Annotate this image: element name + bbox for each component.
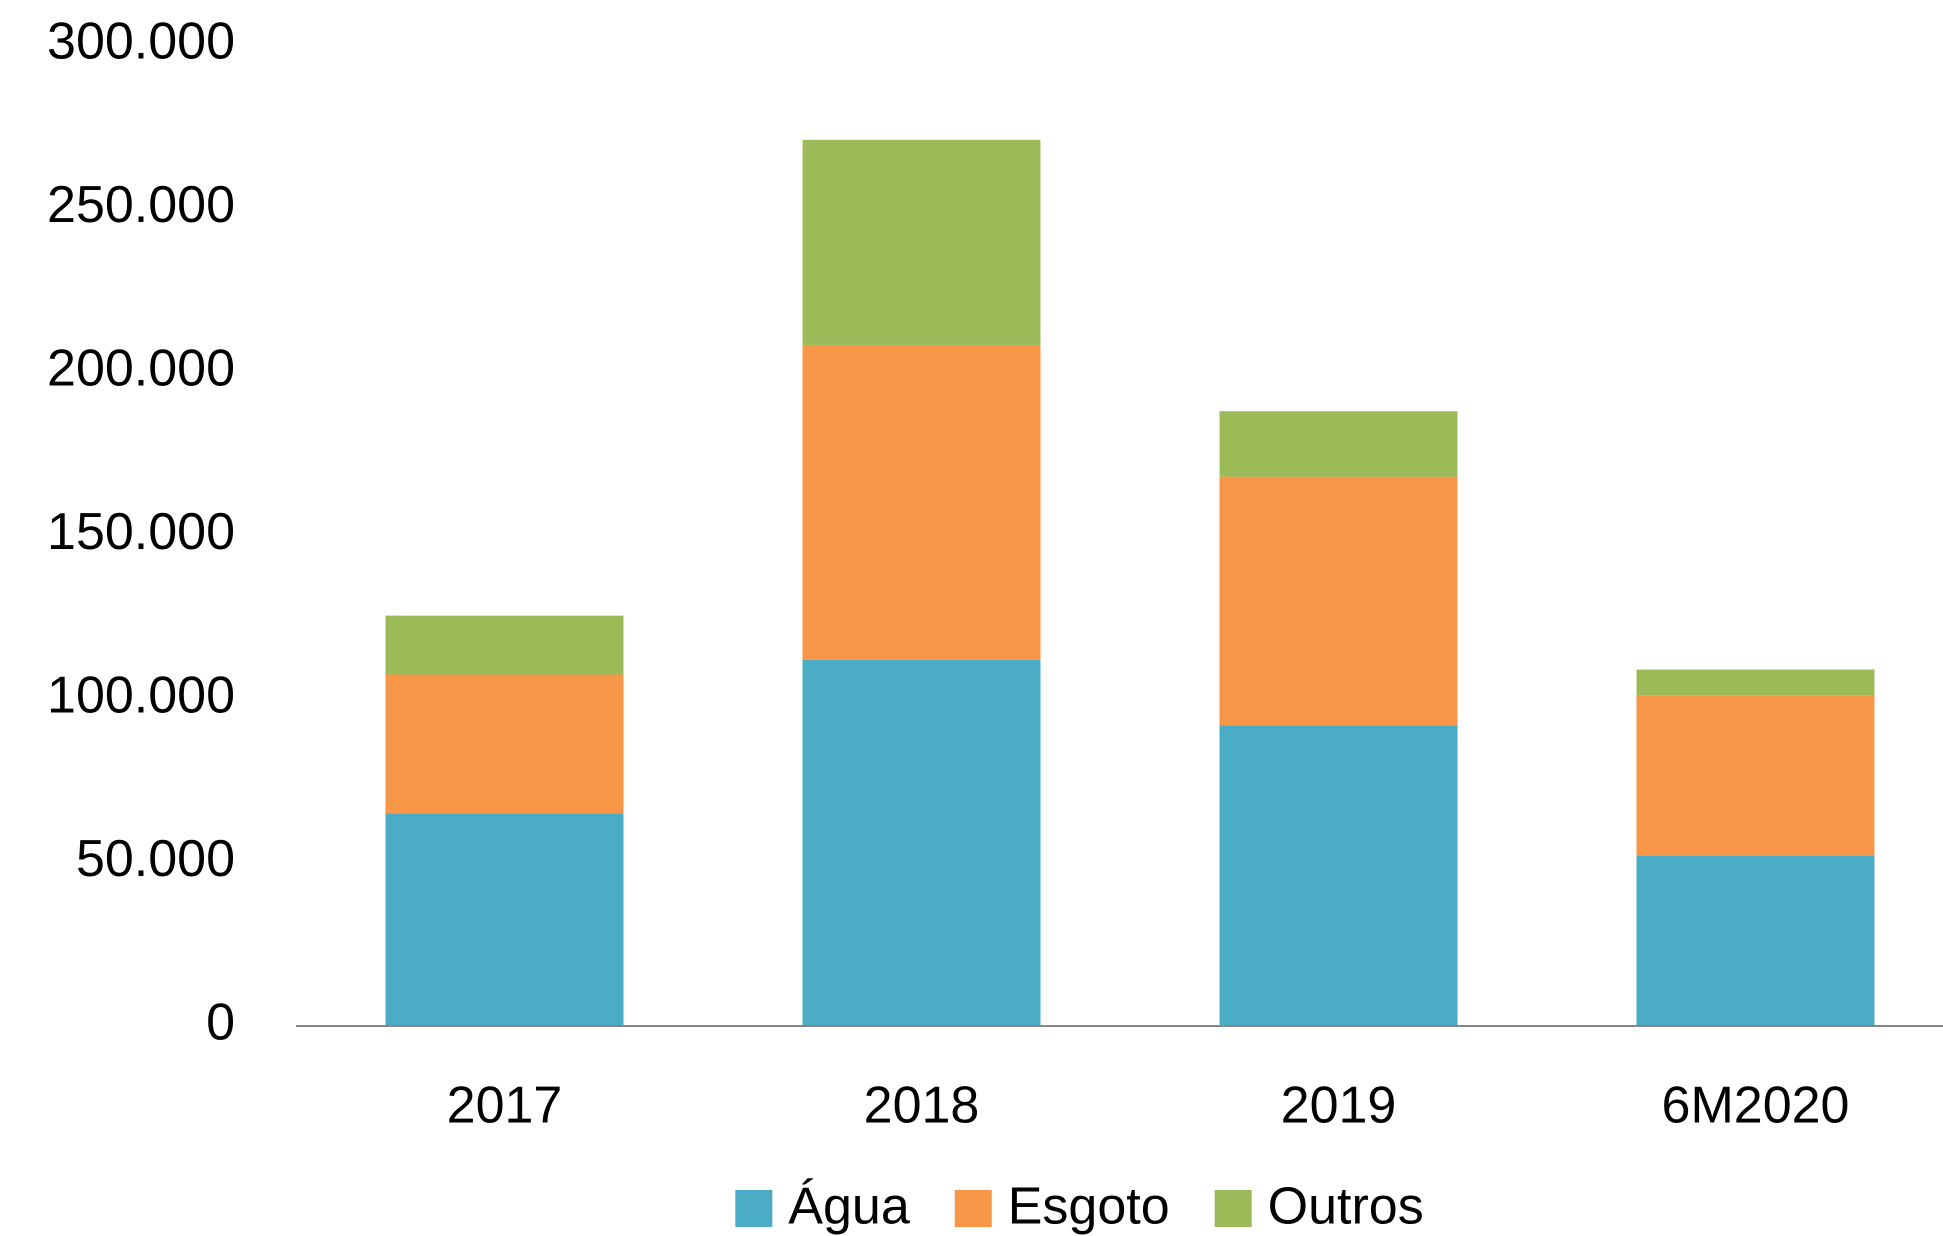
x-tick-label: 2018 (864, 1077, 980, 1135)
y-tick-label: 100.000 (47, 667, 235, 725)
legend-swatch (735, 1190, 773, 1227)
y-tick-label: 50.000 (76, 830, 235, 888)
bar-segment (1219, 476, 1458, 726)
x-tick-label: 6M2020 (1662, 1077, 1850, 1135)
bar-segment (385, 615, 624, 675)
x-tick-label: 2017 (447, 1077, 563, 1135)
bar-segment (802, 659, 1041, 1026)
y-tick-label: 150.000 (47, 503, 235, 561)
y-tick-label: 0 (206, 994, 235, 1052)
bar-segment (385, 813, 624, 1026)
bar-segment (1636, 669, 1875, 696)
x-tick-label: 2019 (1281, 1077, 1397, 1135)
y-tick-label: 200.000 (47, 340, 235, 398)
legend-swatch (954, 1190, 992, 1227)
legend-label: Água (788, 1178, 910, 1236)
bar-segment (1219, 411, 1458, 477)
bar-segment (385, 674, 624, 814)
bar-segment (1219, 725, 1458, 1026)
legend-label: Outros (1268, 1178, 1424, 1236)
bar-segment (802, 139, 1041, 346)
legend-label: Esgoto (1008, 1178, 1170, 1236)
bar-segment (802, 345, 1041, 660)
bar-segment (1636, 855, 1875, 1026)
legend-swatch (1214, 1190, 1252, 1227)
y-tick-label: 250.000 (47, 176, 235, 234)
y-tick-label: 300.000 (47, 13, 235, 71)
bar-segment (1636, 695, 1875, 856)
